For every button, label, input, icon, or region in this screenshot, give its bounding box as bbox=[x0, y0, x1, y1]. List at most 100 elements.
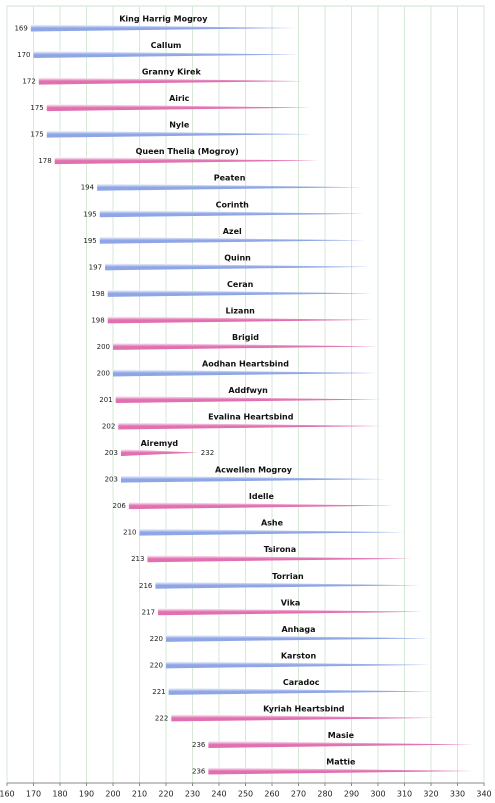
life-bar bbox=[107, 289, 373, 297]
life-bar bbox=[46, 104, 312, 112]
start-label: 220 bbox=[150, 635, 163, 643]
life-bar bbox=[54, 157, 320, 165]
person-name: Acwellen Mogroy bbox=[215, 466, 293, 475]
life-bar bbox=[97, 183, 363, 191]
x-tick-label: 310 bbox=[397, 790, 412, 799]
start-label: 170 bbox=[17, 51, 30, 59]
person-name: Azel bbox=[223, 227, 242, 236]
start-label: 216 bbox=[139, 582, 153, 590]
life-bar bbox=[46, 130, 312, 138]
x-tick-label: 340 bbox=[476, 790, 491, 799]
x-tick-label: 260 bbox=[264, 790, 279, 799]
person-name: King Harrig Mogroy bbox=[119, 15, 208, 24]
life-bar bbox=[115, 396, 381, 403]
start-label: 213 bbox=[131, 555, 144, 563]
person-name: Ashe bbox=[261, 519, 284, 528]
person-name: Mattie bbox=[326, 758, 356, 767]
x-tick-label: 190 bbox=[79, 790, 94, 799]
person-name: Lizann bbox=[226, 306, 256, 315]
x-tick-label: 200 bbox=[105, 790, 120, 799]
x-tick-label: 220 bbox=[158, 790, 173, 799]
person-name: Aodhan Heartsbind bbox=[202, 359, 289, 368]
life-bar bbox=[128, 502, 394, 510]
life-bar bbox=[158, 608, 424, 616]
start-label: 220 bbox=[150, 661, 163, 669]
x-tick-label: 280 bbox=[317, 790, 332, 799]
x-tick-label: 330 bbox=[450, 790, 465, 799]
x-tick-label: 240 bbox=[211, 790, 226, 799]
person-name: Queen Thelia (Mogroy) bbox=[136, 147, 239, 156]
start-label: 236 bbox=[192, 768, 206, 776]
x-tick-label: 290 bbox=[344, 790, 359, 799]
start-label: 172 bbox=[22, 78, 35, 86]
life-bar bbox=[139, 528, 405, 536]
person-name: Torrian bbox=[272, 572, 304, 581]
start-label: 198 bbox=[91, 316, 104, 324]
life-bar bbox=[113, 342, 378, 350]
x-tick-label: 180 bbox=[52, 790, 67, 799]
life-bar bbox=[168, 687, 434, 695]
person-name: Corinth bbox=[216, 200, 250, 209]
start-label: 178 bbox=[38, 157, 51, 165]
x-tick-label: 230 bbox=[185, 790, 200, 799]
x-tick-label: 160 bbox=[0, 790, 15, 799]
x-tick-label: 250 bbox=[238, 790, 253, 799]
x-tick-label: 300 bbox=[370, 790, 385, 799]
life-bar bbox=[155, 581, 421, 589]
start-label: 175 bbox=[30, 104, 43, 112]
person-name: Karston bbox=[281, 651, 317, 660]
person-name: Nyle bbox=[169, 121, 190, 130]
person-name: Anhaga bbox=[281, 625, 315, 634]
life-bar bbox=[33, 51, 299, 59]
start-label: 200 bbox=[97, 343, 110, 351]
x-tick-label: 320 bbox=[423, 790, 438, 799]
person-name: Caradoc bbox=[283, 678, 320, 687]
start-label: 206 bbox=[113, 502, 127, 510]
person-name: Addfwyn bbox=[228, 386, 268, 395]
person-name: Peaten bbox=[214, 174, 246, 183]
person-name: Brigid bbox=[232, 333, 259, 342]
start-label: 198 bbox=[91, 290, 104, 298]
x-tick-label: 210 bbox=[132, 790, 147, 799]
start-label: 221 bbox=[152, 688, 165, 696]
person-name: Airemyd bbox=[141, 439, 179, 448]
start-label: 236 bbox=[192, 741, 206, 749]
start-label: 202 bbox=[102, 423, 115, 431]
life-bar bbox=[208, 740, 474, 748]
start-label: 217 bbox=[142, 608, 155, 616]
start-label: 197 bbox=[89, 263, 102, 271]
person-name: Kyriah Heartsbind bbox=[263, 704, 345, 713]
person-name: Granny Kirek bbox=[142, 68, 202, 77]
start-label: 200 bbox=[97, 369, 110, 377]
life-bar bbox=[120, 449, 198, 457]
person-name: Tsirona bbox=[264, 545, 296, 554]
life-bar bbox=[166, 661, 431, 669]
life-bar bbox=[171, 714, 437, 722]
life-bar bbox=[105, 263, 371, 271]
start-label: 175 bbox=[30, 131, 43, 139]
start-label: 194 bbox=[81, 184, 95, 192]
x-tick-label: 170 bbox=[26, 790, 41, 799]
x-tick-label: 270 bbox=[291, 790, 306, 799]
life-bar bbox=[147, 555, 413, 563]
life-bar bbox=[99, 210, 365, 218]
life-bar bbox=[118, 422, 384, 430]
life-bar bbox=[166, 634, 431, 642]
life-bar bbox=[120, 475, 386, 483]
person-name: Airic bbox=[169, 94, 190, 103]
person-name: Evalina Heartsbind bbox=[208, 413, 294, 422]
life-bar bbox=[99, 236, 365, 244]
person-name: Masie bbox=[328, 731, 355, 740]
start-label: 222 bbox=[155, 714, 168, 722]
start-label: 195 bbox=[83, 237, 96, 245]
start-label: 169 bbox=[14, 25, 27, 33]
life-bar bbox=[38, 77, 304, 85]
life-bar bbox=[208, 767, 474, 775]
person-name: Quinn bbox=[224, 253, 251, 262]
person-name: Idelle bbox=[249, 492, 275, 501]
life-bar bbox=[113, 369, 378, 377]
start-label: 201 bbox=[99, 396, 112, 404]
end-label: 232 bbox=[201, 449, 214, 457]
